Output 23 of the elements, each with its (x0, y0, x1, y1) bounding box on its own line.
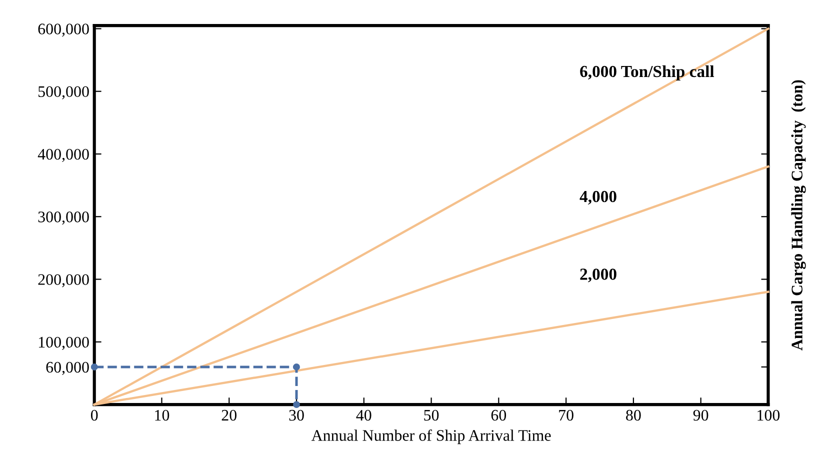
y-tick-label: 500,000 (38, 86, 89, 100)
x-tick-label: 10 (155, 410, 170, 421)
y-tick-label: 100,000 (38, 336, 89, 350)
annotation: 4,000 (580, 190, 616, 205)
x-tick-label: 50 (424, 410, 439, 421)
x-tick-label: 70 (559, 410, 574, 421)
x-tick-label: 20 (222, 410, 236, 421)
x-tick-label: 100 (758, 410, 780, 421)
x-axis-title: Annual Number of Ship Arrival Time (311, 429, 551, 444)
annotation: 2,000 (580, 268, 616, 282)
x-tick-label: 30 (289, 410, 304, 421)
annotation: 6,000 Ton/Ship call (580, 65, 714, 81)
y-tick-label: 400,000 (38, 148, 89, 162)
x-tick-label: 80 (626, 410, 641, 421)
x-tick-label: 0 (90, 410, 98, 421)
y-tick-label: 60,000 (46, 362, 89, 375)
y2-axis-title: Annual Cargo Handling Capacity (ton) (791, 80, 806, 350)
x-tick-label: 90 (693, 410, 708, 421)
x-tick-label: 60 (491, 410, 506, 421)
y-tick-label: 200,000 (38, 274, 89, 288)
y-tick-label: 600,000 (38, 24, 89, 37)
y-tick-label: 300,000 (38, 212, 89, 225)
x-tick-label: 40 (356, 410, 372, 421)
